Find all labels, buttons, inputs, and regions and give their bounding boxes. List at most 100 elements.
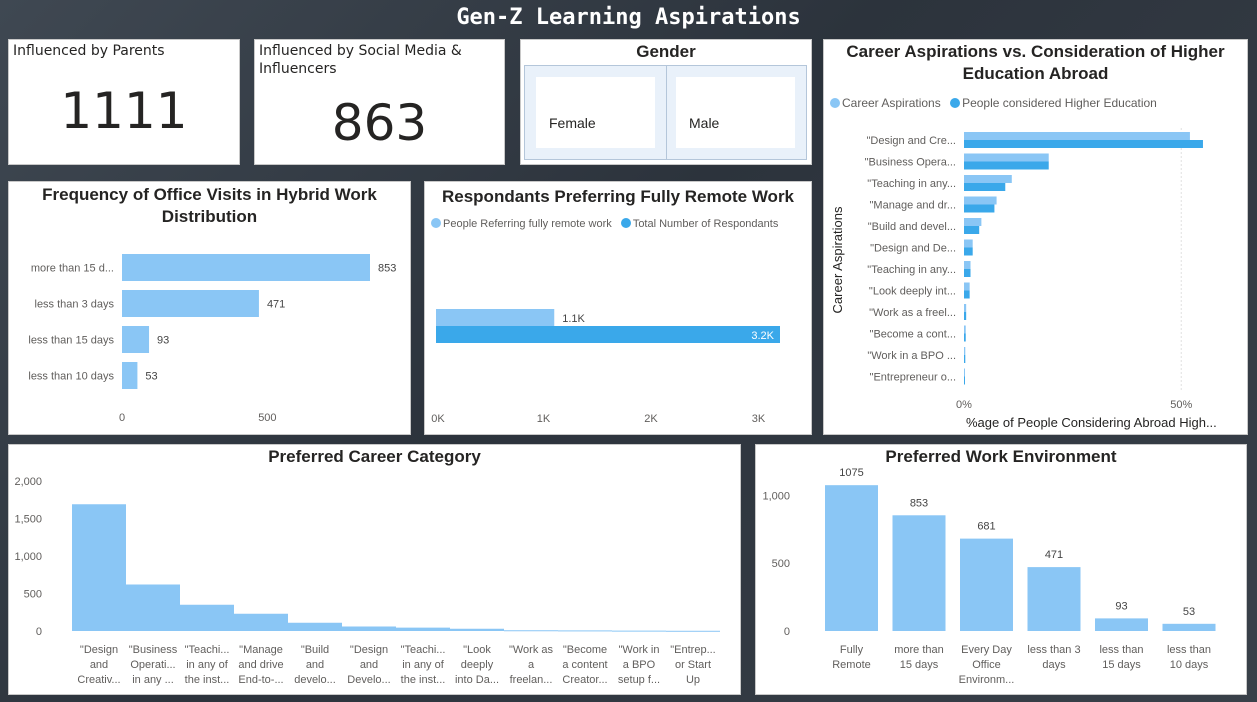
bar-career-aspirations <box>964 261 971 269</box>
y-tick-label: "Design and Cre... <box>866 135 956 147</box>
legend-label-higher-education: People considered Higher Education <box>962 96 1157 110</box>
remote-work-chart: 1.1K 3.2K 0K 1K 2K 3K <box>431 309 780 425</box>
bar <box>122 254 370 281</box>
bar-higher-education <box>964 140 1203 148</box>
bar-higher-education <box>964 247 973 256</box>
gender-option-male-label: Male <box>689 115 720 131</box>
x-tick-label: End-to-... <box>238 674 283 686</box>
kpi-card-social-media: Influenced by Social Media & Influencers… <box>254 39 505 165</box>
bar <box>126 584 180 631</box>
bar-career-aspirations <box>964 347 966 355</box>
x-tick-label: 3K <box>752 413 766 425</box>
bar <box>612 630 666 632</box>
x-tick-label: 0 <box>119 412 125 424</box>
x-tick-label: and <box>90 659 108 671</box>
x-tick-label: into Da... <box>455 674 499 686</box>
x-tick-label: more than <box>894 644 944 656</box>
bar-higher-education <box>964 312 967 320</box>
x-axis-title: %age of People Considering Abroad High..… <box>966 415 1217 430</box>
y-tick-label: 1,000 <box>762 490 790 502</box>
x-tick-label: less than 3 <box>1027 644 1080 656</box>
legend-label-career-aspirations: Career Aspirations <box>842 96 941 110</box>
bar <box>288 622 342 631</box>
x-tick-label: Develo... <box>347 674 390 686</box>
legend-dot-total <box>620 218 631 228</box>
x-tick-label: "Work as <box>509 644 554 656</box>
bar <box>122 362 138 389</box>
x-tick-label: a BPO <box>623 659 656 671</box>
x-tick-label: "Business <box>129 644 178 656</box>
career-category-title: Preferred Career Category <box>268 447 481 466</box>
gender-option-female[interactable]: Female <box>536 77 655 148</box>
x-tick-label: less than <box>1099 644 1143 656</box>
y-tick-label: "Build and devel... <box>868 221 956 233</box>
y-tick-label: 1,000 <box>14 551 42 563</box>
legend-label-total: Total Number of Respondants <box>632 218 779 230</box>
office-visits-chart: more than 15 d... 853 less than 3 days 471 l… <box>28 254 396 424</box>
bar-higher-education <box>964 204 995 213</box>
bar <box>122 290 259 317</box>
x-tick-label: Operati... <box>130 659 175 671</box>
bar-career-aspirations <box>964 325 966 334</box>
data-label-remote: 1.1K <box>562 313 585 325</box>
x-tick-label: Office <box>972 659 1001 671</box>
x-tick-label: in any of <box>186 659 229 671</box>
legend-dot-remote <box>431 218 441 228</box>
x-tick-label: the inst... <box>401 674 446 686</box>
data-label: 471 <box>267 299 285 311</box>
data-label: 853 <box>378 263 396 275</box>
x-tick-label: and <box>306 659 324 671</box>
work-environment-title: Preferred Work Environment <box>885 447 1117 466</box>
bar <box>450 628 504 631</box>
kpi-social-label: Influenced by Social Media & Influencers <box>259 43 462 77</box>
bar <box>180 604 234 631</box>
data-label: 53 <box>1183 606 1195 618</box>
x-tick-label: and <box>360 659 378 671</box>
bar <box>396 627 450 631</box>
y-tick-label: "Become a cont... <box>870 329 956 341</box>
x-tick-label: "Become <box>563 644 607 656</box>
y-tick-label: 0 <box>784 626 790 638</box>
office-visits-title: Frequency of Office Visits in Hybrid Wor… <box>42 185 377 226</box>
y-tick-label: less than 3 days <box>35 299 115 311</box>
x-tick-label: in any ... <box>132 674 174 686</box>
y-tick-label: 1,500 <box>14 514 42 526</box>
gender-option-female-label: Female <box>549 115 596 131</box>
y-tick-label: less than 15 days <box>28 335 114 347</box>
bar <box>72 504 126 631</box>
x-tick-label: Remote <box>832 659 871 671</box>
kpi-social-value: 863 <box>331 94 428 152</box>
x-tick-label: 0% <box>956 399 972 411</box>
x-tick-label: Every Day <box>961 644 1012 656</box>
y-tick-label: "Entrepreneur o... <box>870 372 956 384</box>
x-tick-label: 10 days <box>1170 659 1209 671</box>
data-label: 471 <box>1045 549 1063 561</box>
bar-higher-education <box>964 333 966 342</box>
gender-option-male[interactable]: Male <box>676 77 795 148</box>
bar-career-aspirations <box>964 132 1190 140</box>
bar-higher-education <box>964 376 965 385</box>
x-tick-label: "Entrep... <box>670 644 715 656</box>
x-tick-label: Environm... <box>959 674 1015 686</box>
bar-higher-education <box>964 161 1049 170</box>
y-tick-label: less than 10 days <box>28 371 114 383</box>
x-tick-label: freelan... <box>510 674 553 686</box>
work-environment-chart-card: Preferred Work Environment 0 500 1,000 1075… <box>755 444 1247 695</box>
x-tick-label: 500 <box>258 412 276 424</box>
x-tick-label: Creativ... <box>77 674 120 686</box>
data-label-total: 3.2K <box>751 330 774 342</box>
dashboard-title: Gen-Z Learning Aspirations <box>456 5 801 30</box>
bar-career-aspirations <box>964 368 965 377</box>
bar-career-aspirations <box>964 282 970 291</box>
data-label: 853 <box>910 497 928 509</box>
x-tick-label: setup f... <box>618 674 660 686</box>
x-tick-label: deeply <box>461 659 494 671</box>
legend-dot-higher-education <box>950 98 961 108</box>
bar-career-aspirations <box>964 196 997 205</box>
remote-work-title: Respondants Preferring Fully Remote Work <box>441 187 795 206</box>
bar <box>558 630 612 632</box>
x-tick-label: "Manage <box>239 644 283 656</box>
y-tick-label: 2,000 <box>14 476 42 488</box>
x-tick-label: Up <box>686 674 700 686</box>
kpi-card-parents: Influenced by Parents 1111 <box>8 39 240 165</box>
